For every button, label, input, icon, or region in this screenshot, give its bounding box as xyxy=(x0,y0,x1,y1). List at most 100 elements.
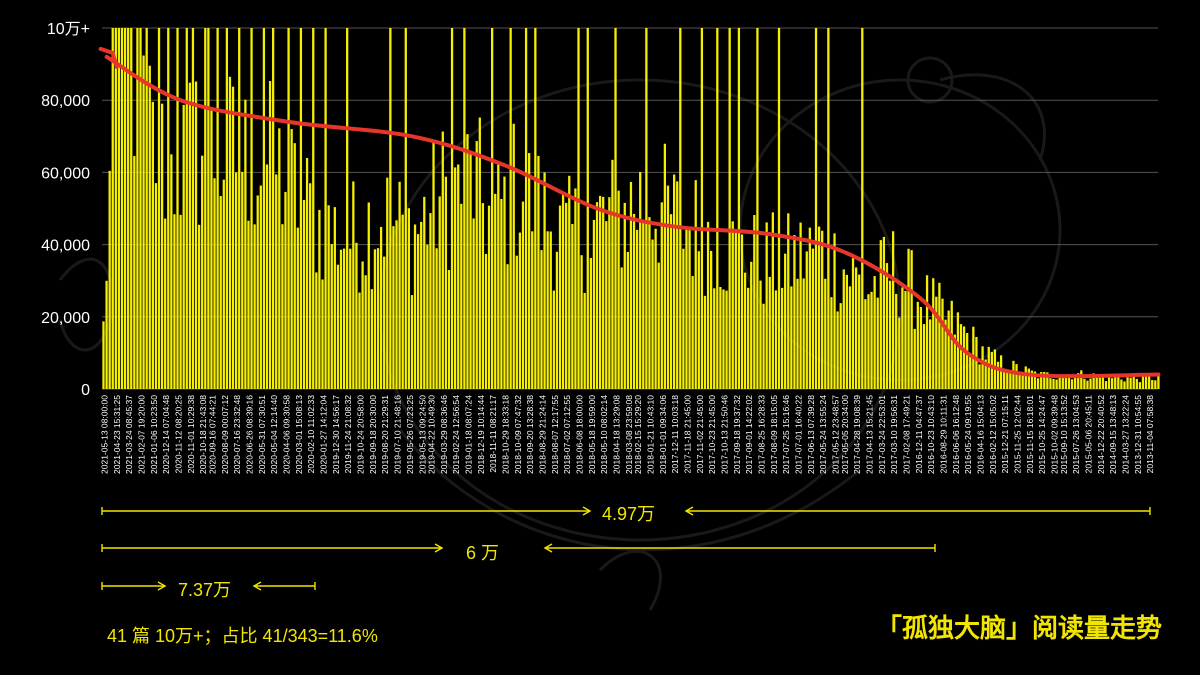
x-tick-label: 2014-03-27 13:22:24 xyxy=(1121,395,1131,474)
bar xyxy=(272,28,275,389)
x-tick-label: 2018-10-09 07:47:32 xyxy=(513,395,523,474)
y-tick-label: 10万+ xyxy=(47,21,90,38)
bar xyxy=(666,185,670,389)
bar xyxy=(401,214,404,389)
bar xyxy=(617,190,620,389)
bar xyxy=(935,296,938,389)
x-tick-label: 2020-05-04 12:14:40 xyxy=(269,395,279,474)
bar xyxy=(639,172,642,389)
bar xyxy=(460,203,463,389)
bar xyxy=(571,223,574,389)
bar xyxy=(531,231,534,389)
bar xyxy=(512,123,515,390)
bar xyxy=(743,272,747,389)
x-tick-label: 2016-12-11 04:47:37 xyxy=(914,395,924,474)
bar xyxy=(275,174,278,389)
bar xyxy=(716,28,719,389)
bar xyxy=(620,267,623,389)
x-tick-label: 2018-12-19 10:14:44 xyxy=(476,395,486,474)
bar xyxy=(814,28,818,389)
bar xyxy=(827,28,830,389)
bar xyxy=(790,286,793,389)
x-tick-label: 2013-11-04 07:58:38 xyxy=(1145,395,1155,474)
bar xyxy=(1154,380,1157,389)
bar xyxy=(962,326,966,389)
bar xyxy=(561,194,565,389)
bar xyxy=(851,258,855,389)
bar xyxy=(204,28,207,389)
bar xyxy=(500,199,503,389)
bar xyxy=(491,28,494,389)
bar xyxy=(278,128,281,389)
x-tick-label: 2017-05-05 20:34:00 xyxy=(840,395,850,474)
x-tick-label: 2017-04-28 19:08:39 xyxy=(852,395,862,474)
bar xyxy=(861,28,864,389)
bar xyxy=(611,159,614,389)
bar xyxy=(1095,376,1098,389)
bar xyxy=(336,264,340,389)
bar xyxy=(438,196,441,389)
bar xyxy=(185,28,188,389)
bar xyxy=(725,290,728,389)
bar xyxy=(342,248,346,389)
bar xyxy=(1003,370,1006,389)
bar xyxy=(484,253,488,389)
bar xyxy=(312,28,315,389)
x-tick-label: 2016-08-29 10:11:31 xyxy=(939,395,949,474)
x-tick-label: 2018-08-07 12:17:55 xyxy=(550,395,560,474)
bar xyxy=(780,287,784,389)
bar xyxy=(537,155,540,389)
x-tick-label: 2020-10-18 21:43:08 xyxy=(198,395,208,474)
bar xyxy=(407,208,411,389)
x-tick-label: 2017-10-23 21:45:00 xyxy=(707,395,717,474)
bar xyxy=(139,28,142,389)
bar xyxy=(136,28,139,389)
bar xyxy=(367,202,370,389)
bar xyxy=(663,143,667,389)
bar xyxy=(487,205,491,389)
bar xyxy=(808,227,811,389)
bar xyxy=(1021,373,1024,389)
bar xyxy=(555,251,559,389)
x-tick-label: 2015-09-10 15:13:52 xyxy=(1059,395,1069,474)
bar xyxy=(1089,378,1092,389)
bar xyxy=(682,248,685,389)
bar xyxy=(420,221,423,389)
bar xyxy=(805,251,808,389)
bar xyxy=(262,28,266,389)
bar xyxy=(1110,378,1114,389)
bar xyxy=(213,178,216,389)
x-tick-label: 2016-10-23 10:43:10 xyxy=(926,395,936,474)
bar xyxy=(256,195,259,389)
annotation-label-recent: 7.37万 xyxy=(174,576,236,602)
bar xyxy=(654,228,657,389)
bar xyxy=(1046,372,1049,389)
x-tick-label: 2021-02-07 19:20:00 xyxy=(137,395,147,474)
bar xyxy=(528,153,531,389)
bar xyxy=(694,180,697,389)
bar xyxy=(228,76,232,390)
bar xyxy=(1030,370,1034,389)
bar xyxy=(321,279,324,389)
bar xyxy=(447,269,451,389)
bar xyxy=(845,274,849,389)
bar xyxy=(315,272,318,389)
bar xyxy=(719,286,722,389)
bar xyxy=(540,250,543,389)
bar xyxy=(324,28,327,389)
bar xyxy=(123,28,127,389)
bar xyxy=(1052,378,1055,389)
bar xyxy=(1024,366,1027,389)
bar xyxy=(1092,373,1095,389)
bar xyxy=(352,181,355,389)
bar xyxy=(944,319,947,389)
x-tick-label: 2016-06-06 16:12:48 xyxy=(951,395,961,474)
bar xyxy=(302,200,306,389)
bar xyxy=(423,196,426,389)
x-tick-label: 2018-08-29 21:24:14 xyxy=(538,395,548,474)
x-tick-label: 2020-03-01 15:08:13 xyxy=(294,395,304,474)
x-tick-label: 2020-01-27 14:12:04 xyxy=(319,395,329,474)
x-tick-label: 2015-05-06 20:45:11 xyxy=(1084,395,1094,474)
bar xyxy=(966,332,969,389)
bar xyxy=(586,28,589,389)
